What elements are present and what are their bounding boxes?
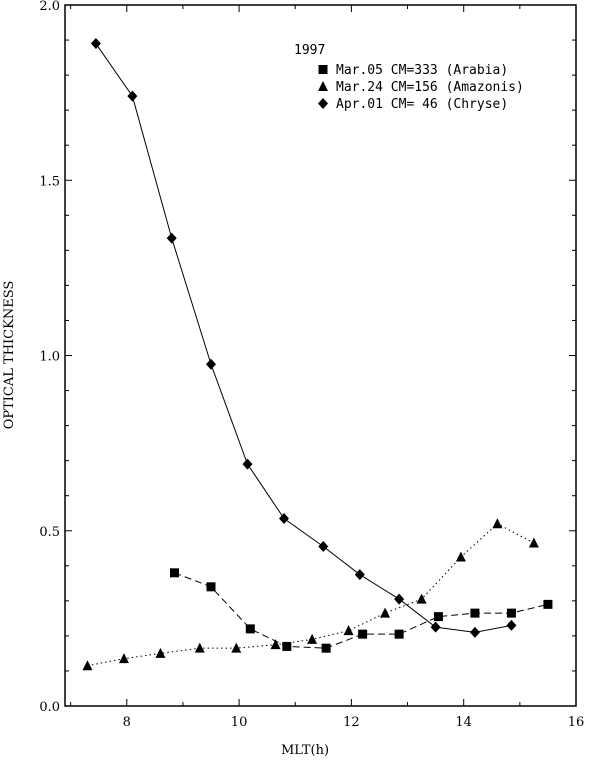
data-point-triangle	[231, 642, 242, 653]
ticks: 8 10 12 14 16 0.0 0.5 1.0 1.5 2.0	[39, 0, 584, 730]
series-line-triangle	[87, 523, 535, 667]
data-point-triangle	[380, 607, 391, 618]
legend-entry-label: Mar.05 CM=333 (Arabia)	[336, 63, 508, 78]
data-point-triangle	[416, 593, 427, 604]
y-tick-label: 0.0	[39, 700, 60, 715]
data-point-triangle	[343, 625, 354, 636]
data-point-diamond	[430, 621, 441, 633]
y-axis-title: OPTICAL THICKNESS	[2, 281, 17, 430]
data-point-square	[170, 568, 179, 578]
data-point-diamond	[354, 569, 365, 581]
data-point-square	[321, 643, 331, 653]
data-point-triangle	[492, 518, 503, 529]
legend-marker-diamond	[318, 98, 328, 109]
data-point-triangle	[307, 633, 318, 644]
legend-marker-triangle	[318, 81, 328, 91]
x-tick-label: 14	[455, 715, 472, 730]
data-point-square	[543, 599, 553, 609]
data-point-triangle	[118, 653, 129, 664]
data-point-triangle	[270, 639, 281, 650]
data-point-triangle	[528, 537, 539, 548]
data-point-diamond	[394, 593, 405, 605]
x-tick-label: 12	[343, 715, 360, 730]
data-point-square	[433, 612, 443, 622]
x-tick-label: 8	[123, 715, 131, 730]
data-point-diamond	[127, 90, 138, 102]
legend-title: 1997	[294, 43, 325, 58]
legend-entry-label: Mar.24 CM=156 (Amazonis)	[336, 80, 524, 95]
data-point-diamond	[469, 626, 480, 638]
series-line-diamond	[95, 43, 512, 633]
data-point-diamond	[90, 38, 101, 50]
data-point-square	[245, 624, 255, 634]
legend: 1997 Mar.05 CM=333 (Arabia) Mar.24 CM=156…	[294, 43, 524, 112]
data-point-square	[470, 608, 480, 618]
data-point-diamond	[279, 512, 289, 524]
x-tick-label: 16	[568, 715, 585, 730]
data-point-triangle	[194, 642, 205, 653]
data-point-triangle	[455, 551, 466, 562]
data-point-diamond	[206, 358, 216, 370]
data-point-square	[206, 582, 216, 592]
x-axis-title: MLT(h)	[281, 743, 329, 758]
x-tick-label: 10	[231, 715, 248, 730]
legend-entry-label: Apr.01 CM= 46 (Chryse)	[336, 97, 508, 112]
data-point-diamond	[318, 541, 329, 553]
y-tick-label: 2.0	[39, 0, 60, 14]
legend-marker-square	[318, 65, 328, 74]
series-markers	[82, 38, 553, 671]
data-point-triangle	[82, 660, 93, 671]
legend-entries: Mar.05 CM=333 (Arabia) Mar.24 CM=156 (Ama…	[318, 63, 524, 112]
data-point-square	[358, 629, 368, 639]
data-point-square	[506, 608, 516, 618]
data-point-diamond	[506, 619, 517, 631]
data-point-square	[282, 641, 292, 651]
data-point-diamond	[242, 458, 253, 470]
data-point-square	[394, 629, 404, 639]
y-tick-label: 1.0	[39, 350, 60, 365]
data-point-diamond	[166, 232, 177, 244]
y-tick-label: 1.5	[39, 174, 60, 189]
series-lines	[87, 43, 549, 667]
data-point-triangle	[155, 647, 166, 658]
y-tick-label: 0.5	[39, 525, 60, 540]
